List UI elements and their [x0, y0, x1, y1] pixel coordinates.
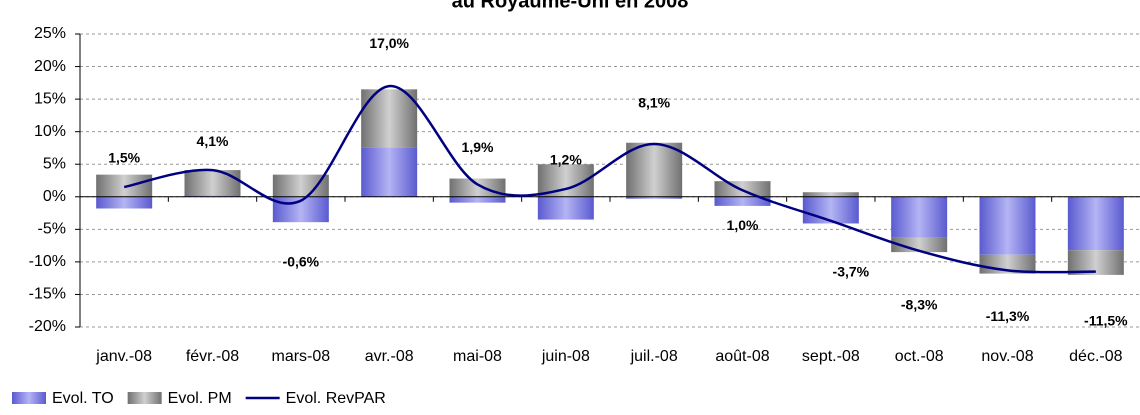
y-tick-label: 25% — [34, 25, 66, 42]
x-tick-label: oct.-08 — [895, 348, 944, 365]
y-tick-label: 20% — [34, 58, 66, 75]
y-tick-label: 0% — [43, 188, 66, 205]
bar — [891, 237, 948, 253]
x-tick-label: avr.-08 — [365, 348, 414, 365]
data-label: 1,5% — [108, 150, 140, 166]
y-tick-label: 10% — [34, 123, 66, 140]
bar — [272, 174, 329, 197]
x-tick-label: sept.-08 — [802, 348, 860, 365]
x-tick-label: juil.-08 — [630, 348, 678, 365]
legend-label: Evol. PM — [168, 390, 232, 407]
y-tick-label: 15% — [34, 90, 66, 107]
bar — [626, 142, 683, 197]
bar — [184, 195, 241, 197]
data-label: -0,6% — [283, 253, 320, 269]
bar — [449, 196, 506, 203]
data-label: 1,9% — [462, 139, 494, 155]
x-tick-label: juin-08 — [541, 348, 590, 365]
x-tick-label: févr.-08 — [186, 348, 239, 365]
bar — [626, 196, 683, 199]
bar — [1067, 196, 1124, 251]
bar — [537, 196, 594, 220]
legend-swatch — [12, 392, 46, 404]
y-tick-label: -15% — [29, 286, 66, 303]
bar — [891, 196, 948, 238]
data-label: 1,0% — [727, 217, 759, 233]
data-label: -8,3% — [901, 297, 938, 313]
line — [123, 84, 1096, 274]
bar — [802, 192, 859, 197]
data-label: 1,2% — [550, 152, 582, 168]
bar — [802, 196, 859, 224]
y-tick-label: -5% — [38, 221, 66, 238]
data-label: -11,3% — [986, 308, 1030, 324]
data-label: -3,7% — [833, 264, 870, 280]
legend-label: Evol. RevPAR — [286, 390, 386, 407]
bar — [96, 174, 153, 197]
x-tick-label: nov.-08 — [981, 348, 1033, 365]
bar — [96, 196, 153, 209]
x-tick-label: mars-08 — [271, 348, 330, 365]
x-tick-label: mai-08 — [453, 348, 502, 365]
y-tick-label: 5% — [43, 155, 66, 172]
data-label: 17,0% — [369, 35, 409, 51]
y-tick-label: -20% — [29, 318, 66, 335]
x-tick-label: août-08 — [715, 348, 769, 365]
bar — [979, 196, 1036, 255]
legend-label: Evol. TO — [52, 390, 114, 407]
bar — [714, 196, 771, 206]
bar — [361, 147, 418, 197]
x-tick-label: janv.-08 — [95, 348, 152, 365]
data-label: -11,5% — [1084, 312, 1128, 328]
bar — [449, 178, 506, 197]
x-tick-label: déc.-08 — [1069, 348, 1122, 365]
data-label: 8,1% — [638, 95, 670, 111]
chart-title: au Royaume-Uni en 2008 — [452, 0, 689, 12]
bar — [184, 170, 241, 196]
data-label: 4,1% — [197, 133, 229, 149]
legend-swatch — [127, 392, 162, 404]
bar — [361, 89, 418, 148]
y-tick-label: -10% — [29, 253, 66, 270]
